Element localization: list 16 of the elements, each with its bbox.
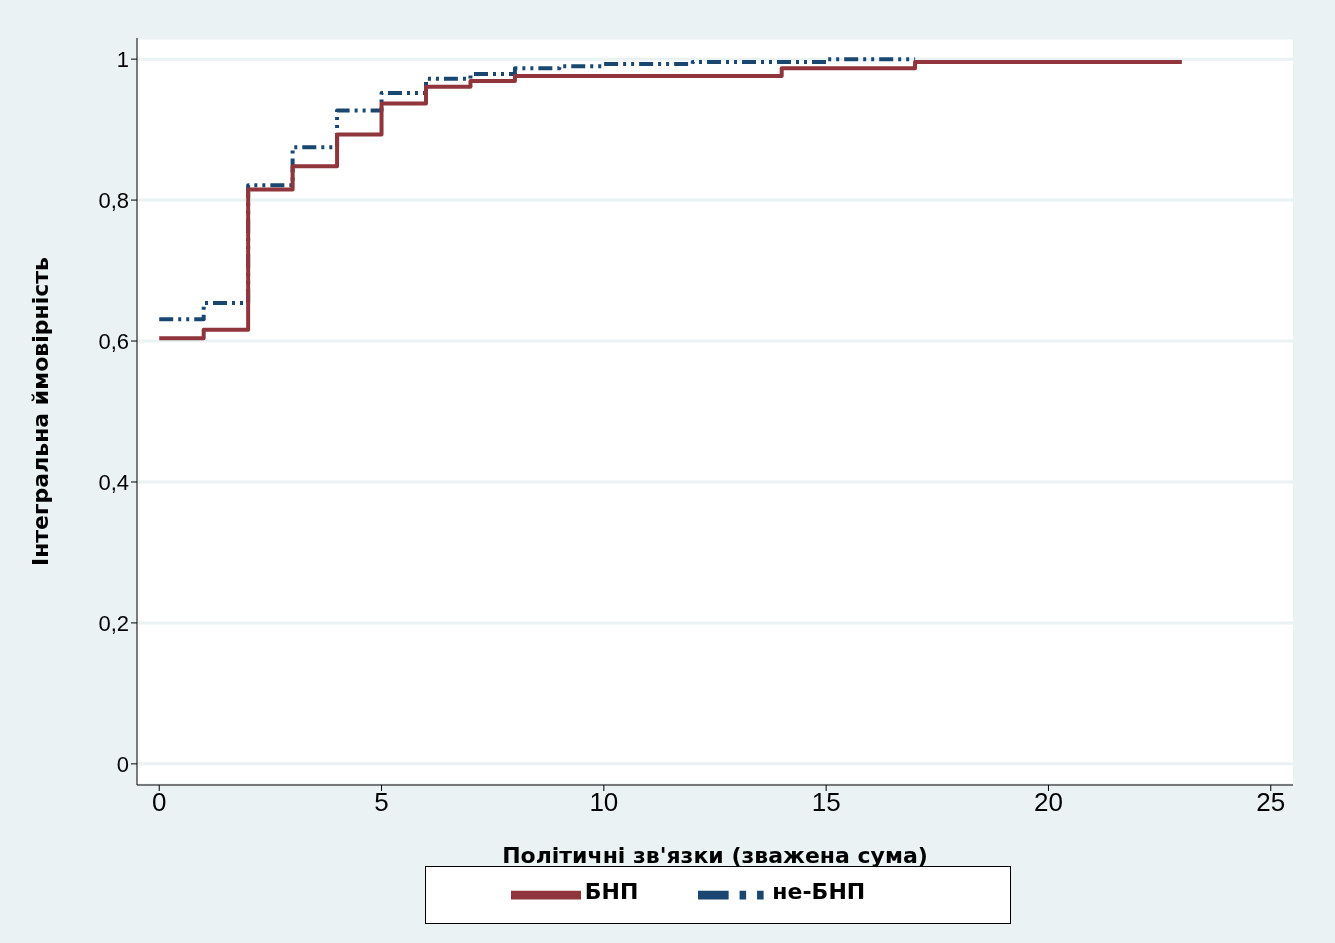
x-tick-label: 5	[374, 787, 389, 818]
legend-label: БНП	[584, 878, 639, 904]
x-tick-label: 10	[589, 787, 619, 818]
y-tick-label: 0	[116, 751, 129, 777]
x-tick-label: 20	[1034, 787, 1063, 818]
y-axis-title: Інтегральна ймовірність	[27, 256, 53, 567]
x-tick-label: 15	[811, 787, 841, 818]
legend-label: не-БНП	[772, 878, 866, 904]
y-tick-label: 0,2	[98, 610, 129, 636]
x-tick-label: 25	[1256, 787, 1286, 818]
y-tick-label: 0,4	[98, 469, 129, 495]
y-tick-label: 0,8	[98, 187, 129, 213]
x-tick-label: 0	[152, 787, 167, 818]
y-tick-label: 1	[116, 46, 129, 72]
x-axis-title: Політичні зв'язки (зважена сума)	[502, 842, 928, 868]
y-tick-label: 0,6	[98, 328, 129, 354]
